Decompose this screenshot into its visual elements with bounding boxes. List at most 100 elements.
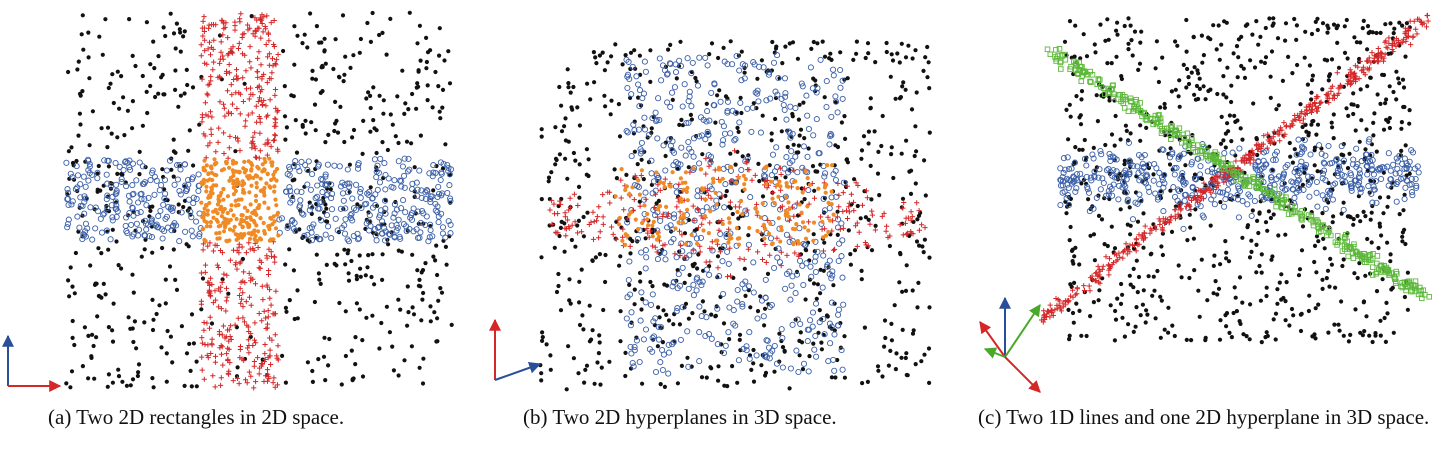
noise-point [1270, 167, 1275, 173]
noise-point [694, 79, 699, 84]
red-rect-point [234, 375, 241, 381]
blue-plane-point [769, 151, 777, 158]
noise-point [189, 312, 195, 317]
noise-point [540, 338, 545, 343]
red-rect-point [267, 295, 273, 301]
blue-plane-point [838, 220, 845, 227]
blue-plane-point [642, 68, 649, 75]
noise-point [910, 56, 915, 61]
blue-plane-point [1157, 188, 1165, 196]
noise-point [349, 258, 354, 264]
blue-plane-point [742, 62, 749, 69]
red-plane-point [869, 208, 875, 214]
noise-point [1407, 171, 1412, 176]
noise-point [70, 284, 75, 289]
noise-point [585, 210, 590, 215]
noise-point [552, 245, 557, 250]
red-rect-point [213, 297, 219, 303]
noise-point [116, 367, 121, 372]
red-rect-point [207, 314, 213, 320]
noise-point [182, 383, 187, 388]
noise-point [161, 25, 166, 30]
noise-point [649, 130, 654, 135]
noise-point [843, 136, 848, 141]
noise-point [844, 157, 849, 162]
noise-point [820, 39, 825, 44]
noise-point [171, 31, 177, 36]
blue-rect-point [438, 210, 445, 217]
blue-plane-point [638, 249, 645, 256]
noise-point [1128, 131, 1133, 136]
blue-plane-point [1175, 155, 1182, 162]
noise-point [740, 154, 745, 159]
noise-point [1309, 90, 1314, 95]
blue-rect-point [353, 181, 360, 188]
red-line-point [1047, 302, 1053, 308]
blue-plane-point [1113, 168, 1120, 175]
blue-plane-point [828, 275, 835, 282]
red-rect-point [223, 308, 229, 314]
red-rect-point [227, 257, 233, 263]
noise-point [1126, 16, 1131, 21]
noise-point [1378, 333, 1383, 338]
noise-point [897, 60, 902, 65]
blue-rect-point [82, 183, 89, 190]
blue-rect-point [381, 237, 389, 244]
blue-plane-point [686, 88, 693, 95]
blue-plane-point [1409, 149, 1417, 156]
noise-point [1229, 335, 1234, 340]
noise-point [1238, 126, 1243, 131]
blue-plane-point [656, 116, 663, 124]
blue-rect-point [391, 233, 398, 240]
noise-point [1197, 86, 1202, 91]
orange-overlap-point [245, 208, 250, 213]
noise-point [1070, 247, 1075, 252]
noise-point [1166, 330, 1171, 335]
red-plane-point [703, 171, 709, 177]
blue-plane-point [820, 195, 827, 202]
red-rect-point [270, 380, 276, 386]
noise-point [1101, 91, 1106, 96]
blue-rect-point [165, 203, 172, 211]
red-rect-point [246, 342, 252, 349]
red-line-point [1201, 180, 1207, 186]
red-rect-point [204, 61, 210, 67]
noise-point [365, 265, 370, 270]
red-rect-point [218, 351, 225, 357]
red-rect-point [259, 20, 265, 27]
noise-point [350, 135, 355, 140]
blue-rect-point [130, 190, 137, 197]
blue-rect-point [86, 163, 93, 170]
red-plane-point [879, 213, 885, 219]
noise-point [1217, 337, 1223, 342]
red-plane-point [774, 235, 780, 241]
noise-point [1270, 23, 1275, 28]
noise-point [1400, 239, 1405, 244]
red-rect-point [257, 148, 263, 154]
red-rect-point [269, 337, 275, 343]
blue-rect-point [77, 202, 84, 209]
red-rect-point [198, 298, 204, 304]
blue-plane-point [1299, 144, 1306, 151]
red-rect-point [202, 37, 208, 43]
blue-plane-point [1372, 178, 1379, 185]
blue-plane-point [829, 272, 836, 279]
noise-point [760, 113, 765, 118]
orange-overlap-point [831, 212, 836, 217]
red-rect-point [267, 347, 273, 353]
orange-overlap-point [662, 185, 667, 190]
noise-point [105, 125, 111, 130]
noise-point [173, 87, 178, 92]
orange-overlap-point [794, 222, 799, 227]
noise-point [116, 263, 121, 268]
blue-plane-point [641, 114, 648, 121]
orange-overlap-point [271, 214, 276, 219]
red-rect-point [268, 249, 274, 255]
blue-rect-point [120, 166, 127, 174]
blue-plane-point [838, 347, 845, 354]
noise-point [882, 318, 888, 323]
blue-plane-point [683, 254, 690, 262]
orange-overlap-point [829, 202, 834, 207]
blue-plane-point [799, 262, 806, 269]
blue-plane-point [710, 205, 717, 212]
